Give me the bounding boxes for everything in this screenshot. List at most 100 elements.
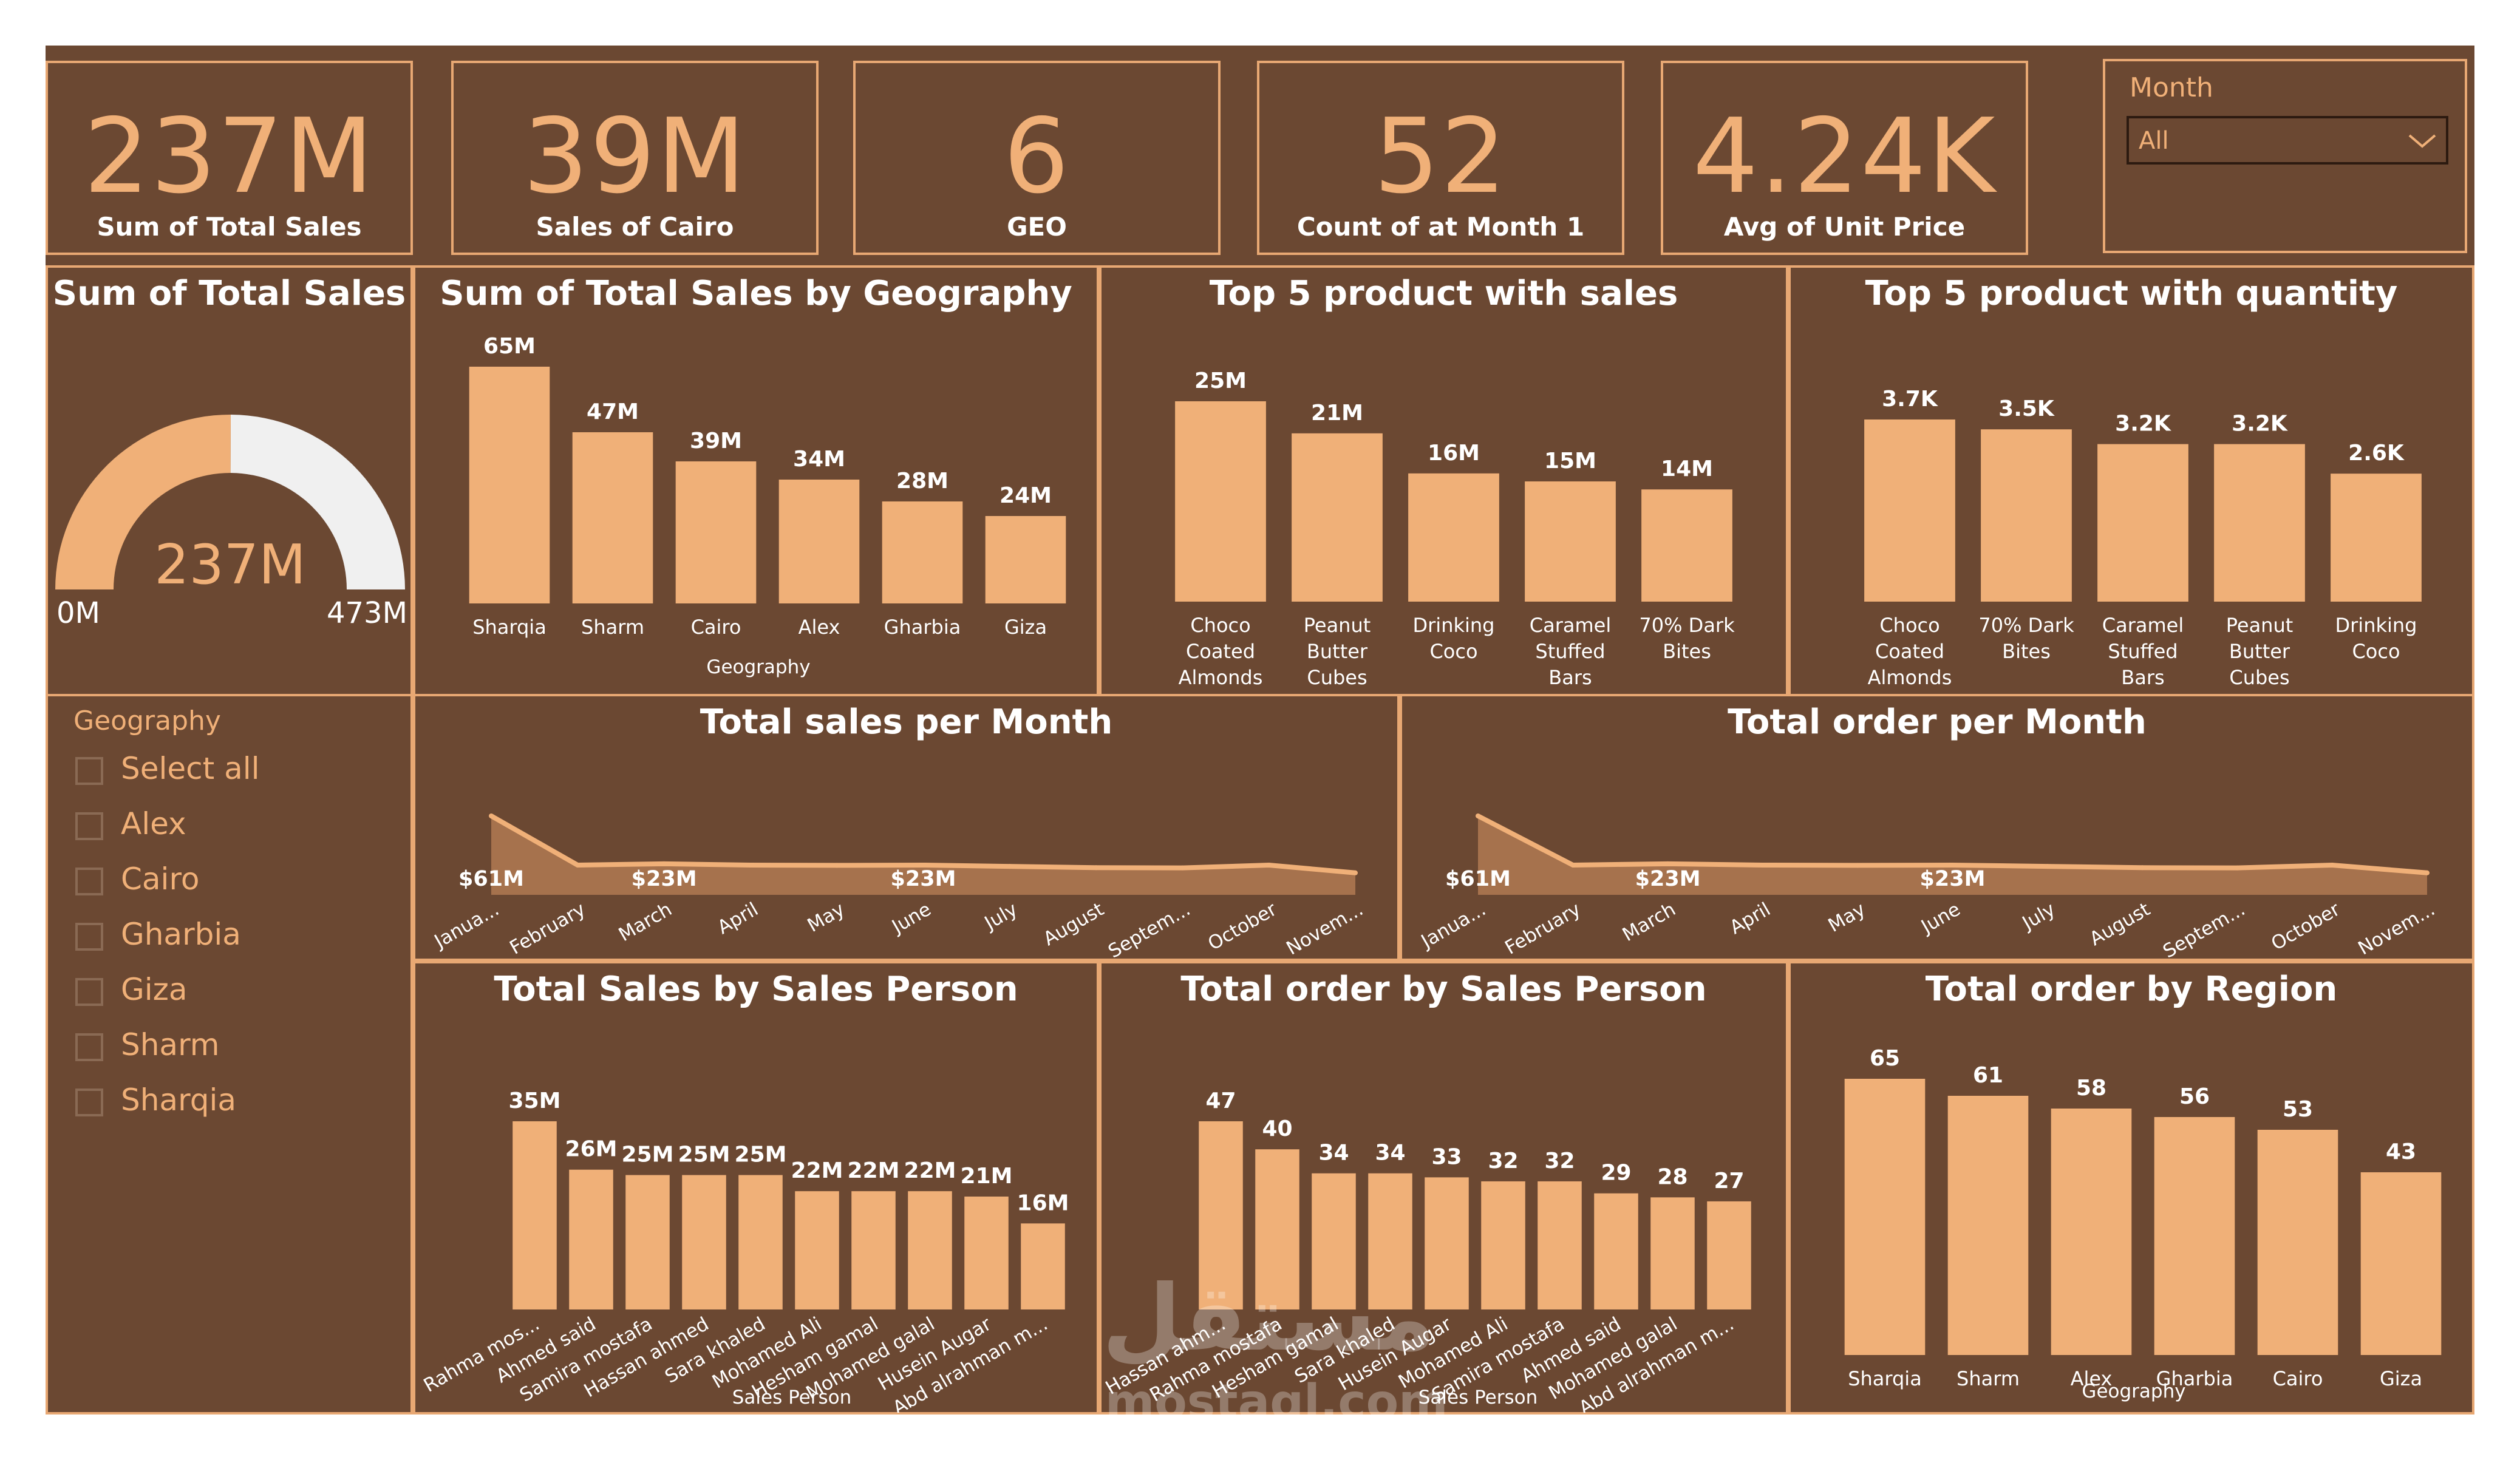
bar[interactable] <box>2360 1172 2442 1355</box>
tick-label: Novem... <box>2354 898 2439 959</box>
kpi-card-count-month[interactable]: 52 Count of at Month 1 <box>1257 61 1624 255</box>
data-label: 58 <box>2076 1076 2106 1101</box>
bar[interactable] <box>1368 1173 1412 1309</box>
bar[interactable] <box>1525 481 1616 602</box>
kpi-value: 52 <box>1374 97 1508 217</box>
data-label: 34M <box>793 447 845 472</box>
tick-label: Cairo <box>691 616 741 639</box>
checkbox[interactable] <box>75 868 103 895</box>
bar[interactable] <box>1481 1181 1525 1309</box>
tick-label: Novem... <box>1282 898 1367 959</box>
data-label: 53 <box>2283 1097 2313 1122</box>
bar[interactable] <box>682 1175 726 1309</box>
tick-label: October <box>1204 898 1281 955</box>
orders-region-chart[interactable]: 65 Sharqia 61 Sharm 58 Alex 56 Gharbia 53 Cairo 43… <box>1791 1024 2472 1413</box>
bar[interactable] <box>2331 474 2422 602</box>
data-label: 22M <box>791 1158 843 1183</box>
bar[interactable] <box>1425 1177 1469 1309</box>
geo-option-label: Gharbia <box>121 917 241 952</box>
bar[interactable] <box>469 367 550 603</box>
tick-label: Choco Coated Almonds <box>1868 614 1952 689</box>
sales-month-panel: Total sales per Month $61M $23M $23M Janua.… <box>413 694 1400 961</box>
sales-month-chart[interactable]: $61M $23M $23M Janua... February March April Ma… <box>415 752 1397 959</box>
tick-label: June <box>887 898 935 939</box>
month-dropdown[interactable]: All <box>2127 116 2448 165</box>
bar[interactable] <box>513 1121 557 1309</box>
bar[interactable] <box>964 1197 1009 1309</box>
bar[interactable] <box>1650 1197 1695 1309</box>
bar[interactable] <box>1021 1223 1065 1309</box>
data-label: $61M <box>1445 867 1511 891</box>
bar[interactable] <box>572 432 653 603</box>
top5-qty-chart[interactable]: 3.7K Choco Coated Almonds 3.5K 70% Dark Bites 3… <box>1791 328 2472 693</box>
data-point <box>1760 862 1765 868</box>
bar[interactable] <box>1707 1201 1751 1309</box>
orders-month-chart[interactable]: $61M $23M $23M Janua... February March April Ma… <box>1402 752 2472 959</box>
data-point <box>921 862 926 868</box>
data-point <box>2329 862 2335 868</box>
tick-label: Drinking Coco <box>1413 614 1495 663</box>
data-point <box>661 861 667 866</box>
data-point <box>1950 862 1955 868</box>
bar[interactable] <box>1981 429 2072 602</box>
bar[interactable] <box>1641 489 1732 602</box>
bar[interactable] <box>2097 444 2188 602</box>
tick-label: Septem... <box>1105 898 1194 959</box>
checkbox[interactable] <box>75 812 103 840</box>
bar[interactable] <box>1199 1121 1243 1309</box>
data-point <box>1665 861 1670 866</box>
gauge-chart[interactable]: 237M 0M 473M <box>48 328 410 693</box>
bar[interactable] <box>738 1175 783 1309</box>
data-label: 3.5K <box>1998 396 2055 421</box>
checkbox[interactable] <box>75 978 103 1006</box>
bar[interactable] <box>908 1191 952 1309</box>
bar[interactable] <box>1408 473 1499 602</box>
data-label: 16M <box>1428 441 1480 466</box>
tick-label: Caramel Stuffed Bars <box>2102 614 2184 689</box>
kpi-card-sales-cairo[interactable]: 39M Sales of Cairo <box>451 61 819 255</box>
bar[interactable] <box>1255 1149 1299 1309</box>
bar[interactable] <box>985 516 1066 603</box>
bar[interactable] <box>778 480 860 603</box>
bar[interactable] <box>1175 401 1266 602</box>
gauge-value-arc[interactable] <box>55 415 231 589</box>
bar[interactable] <box>2214 444 2305 602</box>
data-label: 61 <box>1973 1063 2003 1088</box>
bar[interactable] <box>1292 433 1383 602</box>
checkbox[interactable] <box>75 923 103 951</box>
bar[interactable] <box>569 1169 613 1309</box>
tick-label: February <box>506 898 589 959</box>
bar[interactable] <box>2154 1117 2235 1355</box>
checkbox[interactable] <box>75 1033 103 1061</box>
bar[interactable] <box>851 1191 896 1309</box>
bar[interactable] <box>675 461 757 603</box>
bar[interactable] <box>795 1191 839 1309</box>
bar[interactable] <box>1538 1181 1582 1309</box>
kpi-card-total-sales[interactable]: 237M Sum of Total Sales <box>46 61 413 255</box>
top5-sales-chart[interactable]: 25M Choco Coated Almonds 21M Peanut Butter Cube… <box>1102 328 1786 693</box>
tick-label: Gharbia <box>884 616 961 639</box>
bar[interactable] <box>1864 419 1955 602</box>
orders-person-title: Total order by Sales Person <box>1180 970 1707 1009</box>
checkbox[interactable] <box>75 757 103 785</box>
bar[interactable] <box>1947 1096 2029 1355</box>
bar[interactable] <box>2051 1109 2132 1355</box>
bar[interactable] <box>1312 1173 1356 1309</box>
bar[interactable] <box>882 501 963 603</box>
checkbox[interactable] <box>75 1089 103 1116</box>
gauge-remaining-arc <box>230 415 405 589</box>
data-label: 27 <box>1714 1169 1744 1194</box>
bar[interactable] <box>1844 1079 1926 1355</box>
geo-sales-chart[interactable]: 65M Sharqia 47M Sharm 39M Cairo 34M Alex 28M Ghar… <box>415 328 1097 693</box>
bar[interactable] <box>2257 1130 2338 1355</box>
data-point <box>2235 865 2240 871</box>
bar[interactable] <box>625 1175 670 1309</box>
data-label: $23M <box>1920 867 1986 891</box>
tick-label: March <box>1619 898 1680 946</box>
kpi-card-avg-price[interactable]: 4.24K Avg of Unit Price <box>1661 61 2028 255</box>
kpi-card-geo[interactable]: 6 GEO <box>853 61 1221 255</box>
bar[interactable] <box>1594 1193 1638 1309</box>
data-label: 25M <box>1194 368 1247 393</box>
